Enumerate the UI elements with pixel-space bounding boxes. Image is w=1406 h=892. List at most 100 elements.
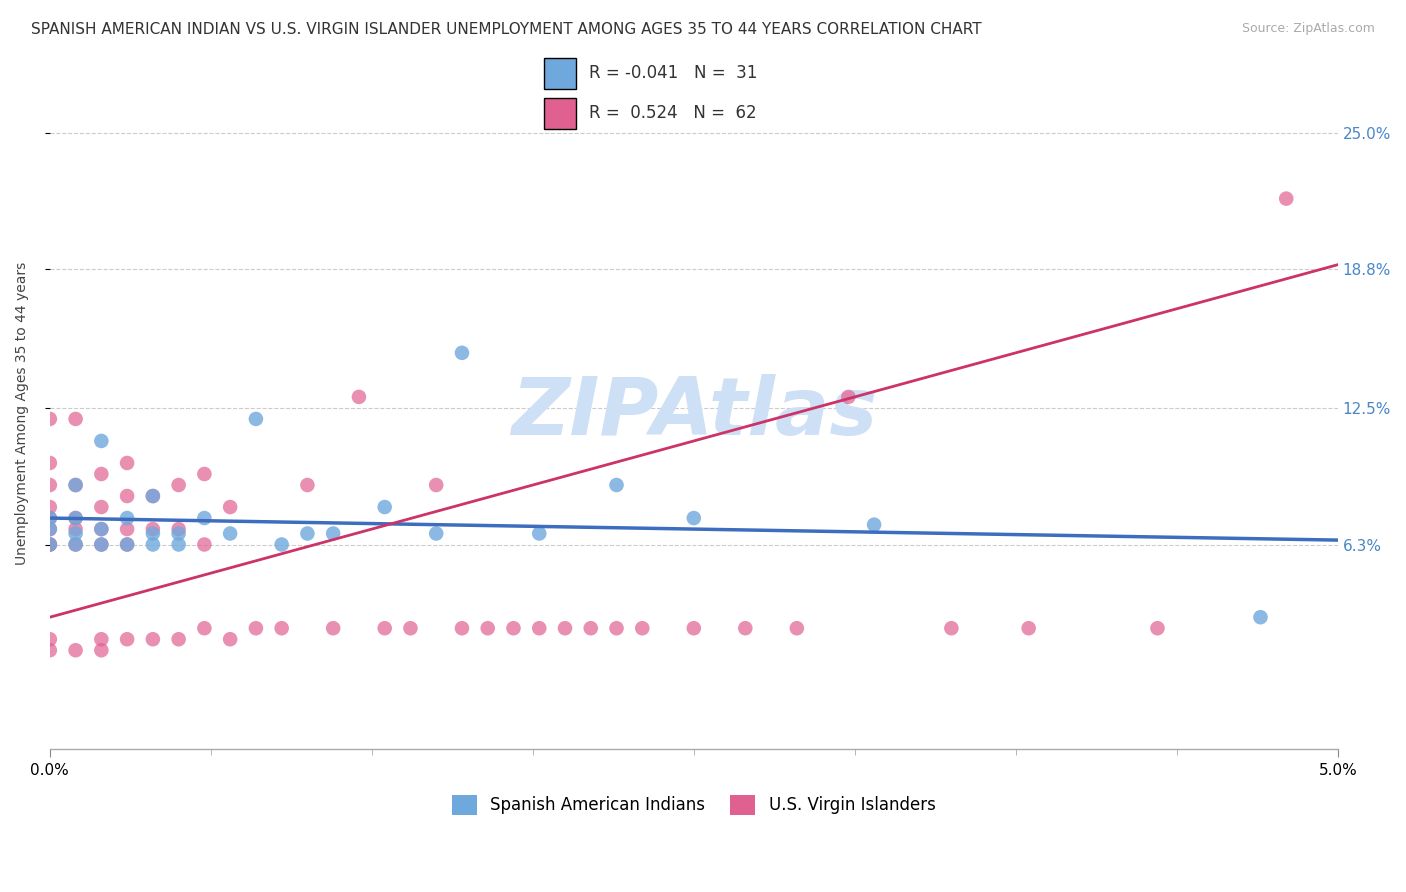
Point bbox=[605, 621, 627, 635]
Point bbox=[734, 621, 756, 635]
Point bbox=[38, 456, 60, 470]
Point bbox=[142, 522, 165, 536]
Point bbox=[115, 537, 138, 551]
Point bbox=[374, 500, 396, 514]
Point bbox=[451, 621, 474, 635]
Point bbox=[193, 621, 215, 635]
Point bbox=[38, 511, 60, 525]
Point bbox=[90, 500, 112, 514]
Point bbox=[142, 537, 165, 551]
Point bbox=[38, 478, 60, 492]
Point bbox=[142, 489, 165, 503]
Text: R = -0.041   N =  31: R = -0.041 N = 31 bbox=[589, 64, 758, 82]
Point bbox=[374, 621, 396, 635]
Point bbox=[219, 500, 242, 514]
Point bbox=[1018, 621, 1040, 635]
Point bbox=[65, 522, 87, 536]
Point bbox=[115, 511, 138, 525]
Point bbox=[38, 537, 60, 551]
Text: Source: ZipAtlas.com: Source: ZipAtlas.com bbox=[1241, 22, 1375, 36]
FancyBboxPatch shape bbox=[544, 58, 576, 89]
Point bbox=[1146, 621, 1168, 635]
Point bbox=[193, 467, 215, 481]
Point bbox=[529, 621, 551, 635]
Point bbox=[38, 537, 60, 551]
Point bbox=[605, 478, 627, 492]
Point bbox=[90, 537, 112, 551]
Text: ZIPAtlas: ZIPAtlas bbox=[510, 375, 877, 452]
Point bbox=[837, 390, 859, 404]
Point bbox=[90, 522, 112, 536]
Point bbox=[65, 537, 87, 551]
Point bbox=[142, 632, 165, 647]
Point bbox=[554, 621, 576, 635]
Point bbox=[1250, 610, 1272, 624]
Point bbox=[38, 522, 60, 536]
Point bbox=[65, 511, 87, 525]
Point bbox=[219, 526, 242, 541]
Point bbox=[863, 517, 886, 532]
Point bbox=[193, 537, 215, 551]
Point bbox=[682, 621, 704, 635]
Point bbox=[38, 511, 60, 525]
Point bbox=[245, 621, 267, 635]
Point bbox=[502, 621, 524, 635]
Text: R =  0.524   N =  62: R = 0.524 N = 62 bbox=[589, 104, 756, 122]
Point bbox=[38, 643, 60, 657]
Point bbox=[270, 621, 292, 635]
Point bbox=[38, 500, 60, 514]
Point bbox=[167, 478, 190, 492]
Point bbox=[65, 478, 87, 492]
Point bbox=[38, 412, 60, 426]
Point bbox=[115, 537, 138, 551]
Point bbox=[579, 621, 602, 635]
Point bbox=[167, 537, 190, 551]
Point bbox=[90, 467, 112, 481]
Point bbox=[90, 434, 112, 448]
Point bbox=[115, 489, 138, 503]
Point bbox=[38, 537, 60, 551]
Point bbox=[90, 632, 112, 647]
Point bbox=[451, 346, 474, 360]
Point bbox=[270, 537, 292, 551]
FancyBboxPatch shape bbox=[544, 98, 576, 129]
Point bbox=[322, 526, 344, 541]
Point bbox=[219, 632, 242, 647]
Point bbox=[297, 478, 319, 492]
Point bbox=[631, 621, 654, 635]
Point bbox=[245, 412, 267, 426]
Point bbox=[322, 621, 344, 635]
Point bbox=[193, 511, 215, 525]
Point bbox=[786, 621, 808, 635]
Text: SPANISH AMERICAN INDIAN VS U.S. VIRGIN ISLANDER UNEMPLOYMENT AMONG AGES 35 TO 44: SPANISH AMERICAN INDIAN VS U.S. VIRGIN I… bbox=[31, 22, 981, 37]
Point bbox=[142, 489, 165, 503]
Point bbox=[347, 390, 370, 404]
Point bbox=[65, 526, 87, 541]
Point bbox=[115, 456, 138, 470]
Point bbox=[65, 537, 87, 551]
Point bbox=[90, 643, 112, 657]
Point bbox=[529, 526, 551, 541]
Point bbox=[142, 526, 165, 541]
Point bbox=[65, 643, 87, 657]
Point bbox=[65, 478, 87, 492]
Point bbox=[65, 511, 87, 525]
Point bbox=[90, 537, 112, 551]
Point bbox=[399, 621, 422, 635]
Point bbox=[167, 526, 190, 541]
Point bbox=[425, 478, 447, 492]
Point bbox=[38, 522, 60, 536]
Point bbox=[38, 632, 60, 647]
Legend: Spanish American Indians, U.S. Virgin Islanders: Spanish American Indians, U.S. Virgin Is… bbox=[446, 788, 942, 822]
Point bbox=[477, 621, 499, 635]
Point bbox=[941, 621, 963, 635]
Y-axis label: Unemployment Among Ages 35 to 44 years: Unemployment Among Ages 35 to 44 years bbox=[15, 261, 30, 565]
Point bbox=[167, 522, 190, 536]
Point bbox=[115, 522, 138, 536]
Point bbox=[425, 526, 447, 541]
Point bbox=[297, 526, 319, 541]
Point bbox=[115, 632, 138, 647]
Point bbox=[167, 632, 190, 647]
Point bbox=[682, 511, 704, 525]
Point bbox=[90, 522, 112, 536]
